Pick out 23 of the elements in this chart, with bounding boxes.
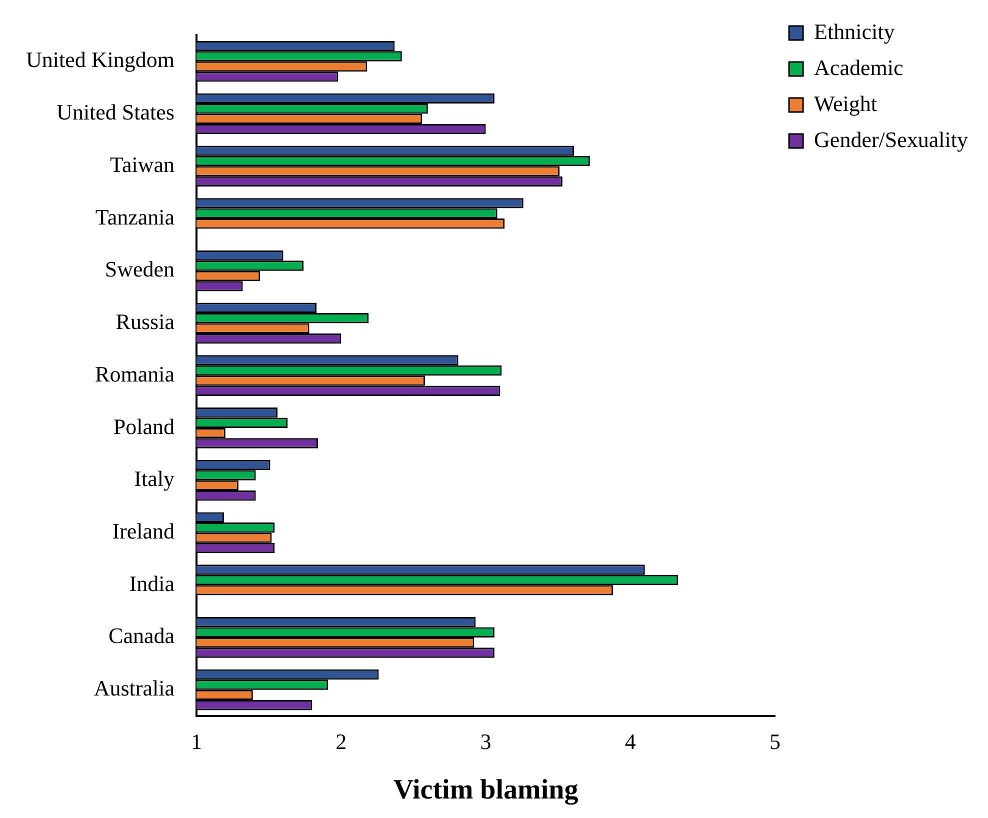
- y-tick-label: Canada: [108, 623, 175, 648]
- y-tick-label: India: [129, 570, 175, 596]
- y-tick-label: Russia: [116, 309, 175, 334]
- y-tick-label: Australia: [94, 676, 175, 701]
- legend-label: Gender/Sexuality: [814, 126, 968, 152]
- y-tick-label: Sweden: [104, 256, 174, 282]
- x-tick-label: 4: [624, 728, 636, 754]
- y-tick-label: Tanzania: [95, 204, 175, 230]
- legend-label: Ethnicity: [814, 18, 895, 44]
- x-axis-title: Victim blaming: [393, 774, 578, 806]
- legend-label: Weight: [814, 90, 878, 116]
- y-tick-label: United Kingdom: [26, 47, 174, 72]
- y-tick-label: Romania: [95, 361, 175, 386]
- y-tick-label: Poland: [113, 414, 174, 439]
- legend-label: Academic: [814, 54, 904, 80]
- y-tick-label: Taiwan: [110, 152, 174, 177]
- y-tick-label: United States: [56, 100, 174, 125]
- x-tick-label: 2: [336, 728, 347, 754]
- x-tick-label: 5: [770, 728, 781, 754]
- y-tick-label: Ireland: [112, 518, 174, 544]
- x-tick-label: 3: [480, 728, 492, 754]
- x-tick-label: 1: [190, 728, 202, 754]
- y-tick-label: Italy: [134, 466, 174, 492]
